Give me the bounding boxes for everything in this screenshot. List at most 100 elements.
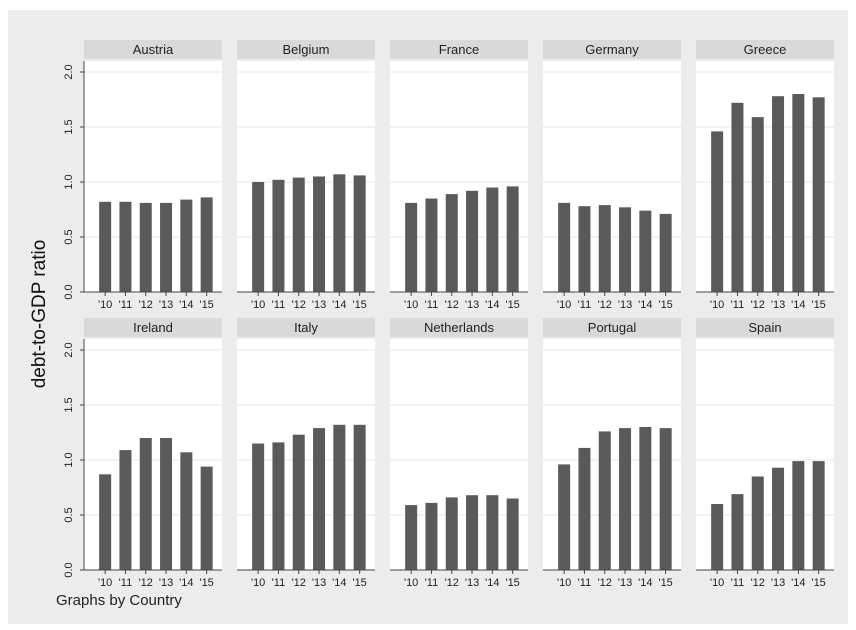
bar-germany-3: [619, 207, 632, 292]
bar-ireland-4: [180, 452, 193, 570]
x-tick-label: '10: [98, 299, 112, 311]
bar-france-3: [466, 190, 479, 292]
panel-portugal: Portugal '10 '11 '12 '13 '14 '15: [543, 318, 681, 589]
bar-portugal-4: [639, 427, 652, 570]
x-tick-label: '13: [771, 299, 785, 311]
x-tick-label: '10: [404, 577, 418, 589]
panel-greece: Greece '10 '11 '12 '13 '14 '15: [696, 40, 834, 311]
x-tick-label: '14: [332, 299, 346, 311]
panel-header: [390, 318, 528, 337]
panel-spain: Spain '10 '11 '12 '13 '14 '15: [696, 318, 834, 589]
bar-france-0: [405, 202, 418, 292]
y-tick-label: 1.5: [63, 397, 75, 412]
bar-austria-1: [119, 201, 132, 292]
panel-ireland: Ireland 0.0 0.5 1.0 1.5 2.0 '10 '11 '12 '13 '14 '15: [63, 318, 222, 589]
bar-belgium-4: [333, 174, 346, 292]
bar-austria-5: [200, 197, 213, 292]
x-tick-label: '14: [638, 299, 652, 311]
panel-header: [390, 40, 528, 59]
x-tick-label: '11: [578, 299, 592, 311]
x-tick-label: '12: [751, 299, 765, 311]
panel-title: Ireland: [133, 320, 173, 335]
bar-france-2: [445, 194, 458, 292]
x-tick-label: '15: [505, 577, 519, 589]
x-tick-label: '10: [404, 299, 418, 311]
bar-belgium-5: [353, 175, 366, 292]
x-tick-label: '10: [710, 577, 724, 589]
x-tick-label: '12: [445, 577, 459, 589]
x-tick-label: '12: [292, 577, 306, 589]
x-tick-label: '11: [425, 577, 439, 589]
x-tick-label: '14: [179, 577, 193, 589]
x-tick-label: '11: [119, 577, 133, 589]
panel-title: Italy: [294, 320, 318, 335]
panel-header: [237, 318, 375, 337]
x-tick-label: '11: [272, 577, 286, 589]
panel-title: Portugal: [588, 320, 637, 335]
bar-belgium-0: [252, 182, 265, 292]
panel-header: [696, 40, 834, 59]
x-tick-label: '13: [312, 299, 326, 311]
graphs-by-note: Graphs by Country: [56, 592, 182, 609]
x-tick-label: '11: [731, 299, 745, 311]
bar-portugal-1: [578, 447, 591, 570]
y-tick-label: 0.5: [63, 507, 75, 522]
x-tick-label: '15: [658, 299, 672, 311]
y-tick-label: 1.0: [63, 174, 75, 189]
bar-austria-2: [139, 202, 152, 292]
x-tick-label: '12: [598, 577, 612, 589]
panel-germany: Germany '10 '11 '12 '13 '14 '15: [543, 40, 681, 311]
bar-germany-5: [659, 213, 672, 292]
bar-italy-2: [292, 434, 305, 570]
bar-ireland-0: [99, 474, 112, 570]
bar-netherlands-4: [486, 495, 499, 570]
bar-netherlands-3: [466, 495, 479, 570]
bar-france-1: [425, 198, 438, 292]
bar-ireland-3: [160, 438, 173, 570]
bar-portugal-0: [558, 464, 571, 570]
y-tick-label: 2.0: [63, 342, 75, 357]
x-tick-label: '15: [505, 299, 519, 311]
panel-header: [84, 318, 222, 337]
panel-title: Spain: [748, 320, 781, 335]
bar-greece-1: [731, 102, 744, 292]
x-tick-label: '10: [251, 299, 265, 311]
bar-ireland-2: [139, 438, 152, 570]
x-tick-label: '12: [139, 299, 153, 311]
bar-portugal-3: [619, 428, 632, 570]
bar-italy-0: [252, 443, 265, 570]
x-tick-label: '11: [578, 577, 592, 589]
x-tick-label: '12: [598, 299, 612, 311]
panel-title: Belgium: [283, 42, 330, 57]
panel-header: [84, 40, 222, 59]
x-tick-label: '14: [332, 577, 346, 589]
x-tick-label: '11: [119, 299, 133, 311]
bar-netherlands-2: [445, 497, 458, 570]
bar-italy-1: [272, 442, 285, 570]
bar-belgium-1: [272, 179, 285, 292]
bar-austria-0: [99, 201, 112, 292]
x-tick-label: '12: [445, 299, 459, 311]
x-tick-label: '15: [352, 299, 366, 311]
panel-header: [696, 318, 834, 337]
panel-header: [543, 40, 681, 59]
bar-greece-3: [772, 96, 785, 292]
bar-spain-4: [792, 461, 805, 570]
y-tick-label: 0.0: [63, 284, 75, 299]
bar-ireland-5: [200, 466, 213, 570]
x-tick-label: '11: [731, 577, 745, 589]
bar-greece-2: [751, 117, 764, 292]
bar-germany-1: [578, 206, 591, 292]
x-tick-label: '15: [199, 299, 213, 311]
x-tick-label: '14: [485, 299, 499, 311]
panel-belgium: Belgium '10 '11 '12 '13 '14 '15: [237, 40, 375, 311]
panel-italy: Italy '10 '11 '12 '13 '14 '15: [237, 318, 375, 589]
x-tick-label: '12: [751, 577, 765, 589]
x-tick-label: '14: [638, 577, 652, 589]
x-tick-label: '12: [292, 299, 306, 311]
bar-spain-0: [711, 504, 724, 570]
bar-germany-0: [558, 202, 571, 292]
bar-austria-3: [160, 202, 173, 292]
y-tick-label: 1.5: [63, 119, 75, 134]
bar-ireland-1: [119, 450, 132, 570]
